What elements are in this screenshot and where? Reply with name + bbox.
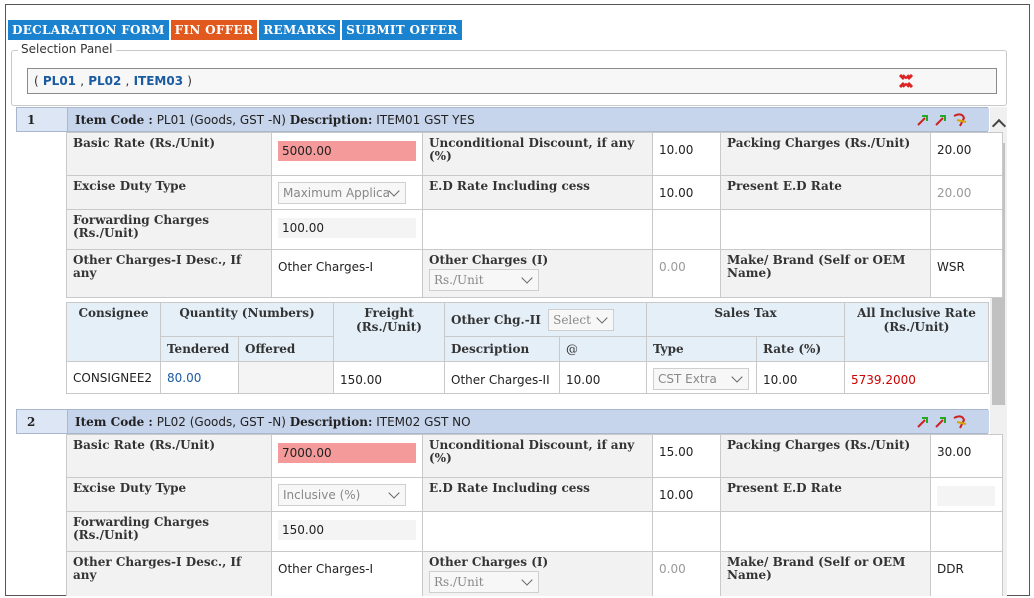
chevron-down-icon <box>731 370 743 383</box>
expand-edit-icons[interactable] <box>916 112 976 128</box>
present-ed-value: 20.00 <box>937 186 972 200</box>
other-chg2-header: Other Chg.-II Select <box>444 302 647 337</box>
ed-rate-label: E.D Rate Including cess <box>422 175 653 210</box>
present-ed-label: Present E.D Rate <box>720 477 931 512</box>
ed-rate-label: E.D Rate Including cess <box>422 477 653 512</box>
item-header: 2 Item Code : PL02 (Goods, GST -N) Descr… <box>16 409 989 434</box>
item-number: 1 <box>27 113 36 127</box>
tax-type-select[interactable]: CST Extra <box>653 367 749 390</box>
description-header: Description <box>444 336 560 362</box>
tab-bar: DECLARATION FORM FIN OFFER REMARKS SUBMI… <box>8 20 462 40</box>
uncond-discount-value[interactable]: 15.00 <box>659 445 694 459</box>
selection-list: ( PL01 , PL02 , ITEM03 ) <box>34 74 192 88</box>
packing-label: Packing Charges (Rs./Unit) <box>720 132 931 176</box>
ed-rate-value[interactable]: 10.00 <box>659 186 694 200</box>
chevron-down-icon <box>388 185 400 197</box>
tab-fin-offer[interactable]: FIN OFFER <box>170 20 258 40</box>
forwarding-input[interactable]: 150.00 <box>278 520 416 540</box>
consignee-table: Consignee Quantity (Numbers) Freight (Rs… <box>66 302 989 394</box>
other-charges-unit-select[interactable]: Rs./Unit <box>429 269 539 291</box>
make-brand-value[interactable]: WSR <box>937 260 965 274</box>
all-inclusive-value: 5739.2000 <box>844 361 989 394</box>
selection-panel-legend: Selection Panel <box>18 42 116 56</box>
item-code-line: Item Code : PL02 (Goods, GST -N) Descrip… <box>75 415 471 429</box>
packing-value[interactable]: 30.00 <box>937 445 972 459</box>
selection-item-item03[interactable]: ITEM03 <box>133 74 184 88</box>
make-brand-label: Make/ Brand (Self or OEM Name) <box>720 551 931 596</box>
sales-tax-header: Sales Tax <box>646 302 845 337</box>
other-charges-label: Other Charges (I) <box>429 253 549 267</box>
selection-item-pl02[interactable]: PL02 <box>88 74 122 88</box>
tab-declaration-form[interactable]: DECLARATION FORM <box>8 20 169 40</box>
present-ed-value <box>937 486 995 506</box>
offered-qty-input[interactable] <box>238 361 334 394</box>
tab-submit-offer[interactable]: SUBMIT OFFER <box>342 20 462 40</box>
item-number: 2 <box>27 415 36 429</box>
basic-rate-input[interactable]: 7000.00 <box>278 443 416 463</box>
at-header: @ <box>559 336 647 362</box>
forwarding-label: Forwarding Charges (Rs./Unit) <box>66 209 272 250</box>
other-desc-label: Other Charges-I Desc., If any <box>66 551 272 596</box>
uncond-discount-value[interactable]: 10.00 <box>659 143 694 157</box>
chevron-down-icon <box>521 574 533 586</box>
forwarding-label: Forwarding Charges (Rs./Unit) <box>66 511 272 552</box>
consignee-header: Consignee <box>66 302 161 362</box>
chevron-down-icon <box>521 272 533 284</box>
excise-type-select[interactable]: Maximum Applica <box>278 182 406 204</box>
make-brand-label: Make/ Brand (Self or OEM Name) <box>720 249 931 298</box>
items-scroll-area: 1 Item Code : PL01 (Goods, GST -N) Descr… <box>16 107 1006 596</box>
item-details-table: Basic Rate (Rs./Unit) 5000.00 Unconditio… <box>66 132 1003 298</box>
excise-type-label: Excise Duty Type <box>66 175 272 210</box>
other-charges-value[interactable]: 0.00 <box>659 260 686 274</box>
other-chg2-desc[interactable]: Other Charges-II <box>444 361 560 394</box>
excise-type-label: Excise Duty Type <box>66 477 272 512</box>
forwarding-input[interactable]: 100.00 <box>278 218 416 238</box>
type-header: Type <box>646 336 757 362</box>
selection-item-pl01[interactable]: PL01 <box>42 74 77 88</box>
red-cross-icon[interactable] <box>899 74 913 88</box>
tendered-header: Tendered <box>160 336 239 362</box>
uncond-discount-label: Unconditional Discount, if any (%) <box>422 132 653 176</box>
tendered-qty: 80.00 <box>160 361 239 394</box>
chevron-down-icon <box>388 487 400 499</box>
packing-value[interactable]: 20.00 <box>937 143 972 157</box>
expand-edit-icons[interactable] <box>916 414 976 430</box>
all-inclusive-header: All Inclusive Rate (Rs./Unit) <box>844 302 989 362</box>
chevron-down-icon <box>596 311 608 324</box>
basic-rate-input[interactable]: 5000.00 <box>278 141 416 161</box>
packing-label: Packing Charges (Rs./Unit) <box>720 434 931 478</box>
tab-remarks[interactable]: REMARKS <box>259 20 341 40</box>
other-desc-value[interactable]: Other Charges-I <box>278 562 374 576</box>
table-row: CONSIGNEE2 80.00 150.00 Other Charges-II… <box>66 361 989 394</box>
ed-rate-value[interactable]: 10.00 <box>659 488 694 502</box>
present-ed-label: Present E.D Rate <box>720 175 931 210</box>
freight-value[interactable]: 150.00 <box>333 361 445 394</box>
offered-header: Offered <box>238 336 334 362</box>
basic-rate-label: Basic Rate (Rs./Unit) <box>66 132 272 176</box>
uncond-discount-label: Unconditional Discount, if any (%) <box>422 434 653 478</box>
consignee-name: CONSIGNEE2 <box>66 361 161 394</box>
quantity-header: Quantity (Numbers) <box>160 302 334 337</box>
other-charges-label: Other Charges (I) <box>429 555 549 569</box>
excise-type-select[interactable]: Inclusive (%) <box>278 484 406 506</box>
other-chg2-select[interactable]: Select <box>548 308 615 331</box>
tax-rate-value[interactable]: 10.00 <box>756 361 845 394</box>
other-chg2-at[interactable]: 10.00 <box>559 361 647 394</box>
other-charges-value[interactable]: 0.00 <box>659 562 686 576</box>
item-details-table: Basic Rate (Rs./Unit) 7000.00 Unconditio… <box>66 434 1003 596</box>
item-code-line: Item Code : PL01 (Goods, GST -N) Descrip… <box>75 113 475 127</box>
other-desc-label: Other Charges-I Desc., If any <box>66 249 272 298</box>
other-charges-unit-select[interactable]: Rs./Unit <box>429 571 539 593</box>
basic-rate-label: Basic Rate (Rs./Unit) <box>66 434 272 478</box>
freight-header: Freight (Rs./Unit) <box>333 302 445 362</box>
rate-pct-header: Rate (%) <box>756 336 845 362</box>
other-desc-value[interactable]: Other Charges-I <box>278 260 374 274</box>
selection-box: ( PL01 , PL02 , ITEM03 ) <box>27 68 997 94</box>
selection-panel <box>11 50 1007 106</box>
make-brand-value[interactable]: DDR <box>937 562 964 576</box>
item-header: 1 Item Code : PL01 (Goods, GST -N) Descr… <box>16 107 989 132</box>
